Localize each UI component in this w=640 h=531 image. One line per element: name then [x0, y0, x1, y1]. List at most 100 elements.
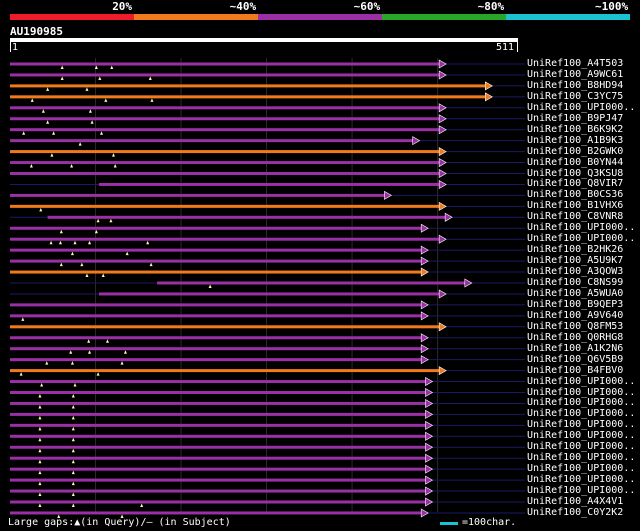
query-gap-marker [78, 142, 82, 146]
query-gap-marker [94, 65, 98, 69]
hit-name-link[interactable]: UniRef100_B8HD94 [527, 79, 624, 91]
hit-bar[interactable] [47, 215, 447, 219]
hit-bar[interactable] [10, 95, 487, 99]
hit-name-link[interactable]: UniRef100_A5U9K7 [527, 255, 624, 267]
hit-bar[interactable] [10, 489, 427, 493]
hit-bar[interactable] [10, 226, 423, 230]
query-gap-marker [71, 492, 75, 497]
hit-name-link[interactable]: UniRef100_UPI000.. [527, 452, 636, 464]
hit-bar[interactable] [10, 500, 427, 504]
hit-name-link[interactable]: UniRef100_B4FBV0 [527, 364, 624, 376]
hit-name-link[interactable]: UniRef100_UPI000.. [527, 101, 636, 113]
hit-name-link[interactable]: UniRef100_UPI000.. [527, 408, 636, 420]
hit-name-link[interactable]: UniRef100_UPI000.. [527, 419, 636, 431]
hit-name-link[interactable]: UniRef100_Q6V5B9 [527, 353, 624, 365]
legend-label-4: ~100% [595, 0, 629, 13]
hit-bar[interactable] [10, 511, 423, 515]
hit-name-link[interactable]: UniRef100_A9V640 [527, 309, 624, 321]
hit-end-arrow [420, 355, 429, 365]
hit-name-link[interactable]: UniRef100_C8VNR8 [527, 211, 624, 223]
hit-name-link[interactable]: UniRef100_A4X4V1 [527, 496, 624, 507]
hit-name-link[interactable]: UniRef100_C0Y2K2 [527, 506, 624, 518]
hit-name-link[interactable]: UniRef100_A1K2N6 [527, 342, 624, 354]
hit-name-link[interactable]: UniRef100_Q3KSU8 [527, 167, 624, 179]
hit-name-link[interactable]: UniRef100_A3QOW3 [527, 266, 624, 278]
hit-bar[interactable] [10, 237, 441, 241]
query-gap-marker [19, 372, 23, 376]
hit-bar[interactable] [10, 391, 427, 394]
hit-name-link[interactable]: UniRef100_UPI000.. [527, 233, 636, 245]
hit-name-link[interactable]: UniRef100_UPI000.. [527, 386, 636, 398]
hit-name-link[interactable]: UniRef100_UPI000.. [527, 375, 636, 387]
hit-name-link[interactable]: UniRef100_B9QEP3 [527, 298, 624, 310]
hit-end-arrow [438, 103, 447, 113]
query-gap-marker [69, 350, 73, 354]
hit-bar[interactable] [10, 434, 427, 438]
hit-bar[interactable] [10, 303, 423, 307]
hit-bar[interactable] [10, 204, 441, 208]
hit-bar[interactable] [10, 314, 423, 318]
hit-bar[interactable] [10, 270, 423, 274]
hit-bar[interactable] [10, 445, 427, 449]
hit-name-link[interactable]: UniRef100_UPI000.. [527, 397, 636, 409]
hit-bar[interactable] [10, 380, 427, 384]
hit-bar[interactable] [10, 456, 427, 460]
hit-name-link[interactable]: UniRef100_A1B9K3 [527, 134, 624, 146]
hit-bar[interactable] [10, 117, 441, 121]
hit-name-link[interactable]: UniRef100_B6K9K2 [527, 123, 624, 135]
query-gap-marker [148, 76, 152, 80]
hit-bar[interactable] [10, 139, 414, 143]
hit-bar[interactable] [10, 401, 427, 405]
hit-bar[interactable] [98, 182, 441, 186]
hit-name-link[interactable]: UniRef100_C3YC75 [527, 90, 624, 102]
hit-end-arrow [438, 201, 447, 211]
hit-bar[interactable] [10, 161, 441, 165]
hit-bar[interactable] [10, 128, 441, 132]
hit-bar[interactable] [10, 467, 427, 471]
hit-bar[interactable] [10, 172, 441, 175]
hit-bar[interactable] [10, 248, 423, 252]
hit-bar[interactable] [10, 325, 441, 329]
hit-name-link[interactable]: UniRef100_UPI000.. [527, 463, 636, 475]
hit-name-link[interactable]: UniRef100_A9WC61 [527, 68, 624, 80]
hit-name-link[interactable]: UniRef100_UPI000.. [527, 474, 636, 486]
hit-bar[interactable] [10, 358, 423, 362]
hit-bar[interactable] [10, 412, 427, 416]
hit-bar[interactable] [10, 193, 386, 197]
hit-bar[interactable] [10, 106, 441, 110]
hit-end-arrow [425, 409, 434, 419]
hit-bar[interactable] [10, 73, 441, 77]
hit-bar[interactable] [10, 423, 427, 427]
hit-name-link[interactable]: UniRef100_C8NS99 [527, 277, 624, 288]
hit-name-link[interactable]: UniRef100_B2HK26 [527, 244, 624, 256]
hit-bar[interactable] [10, 369, 441, 373]
hit-end-arrow [444, 212, 453, 222]
hit-name-link[interactable]: UniRef100_B9PJ47 [527, 112, 624, 124]
hit-bar[interactable] [10, 62, 441, 66]
hit-name-link[interactable]: UniRef100_UPI000.. [527, 222, 636, 234]
hit-name-link[interactable]: UniRef100_B1VHX6 [527, 200, 624, 212]
hit-name-link[interactable]: UniRef100_Q8FM53 [527, 320, 624, 332]
hit-name-link[interactable]: UniRef100_UPI000.. [527, 485, 636, 497]
hit-bar[interactable] [10, 84, 487, 88]
hit-bar[interactable] [10, 150, 441, 154]
hit-end-arrow [438, 59, 447, 69]
hit-name-link[interactable]: UniRef100_A5WUA0 [527, 287, 624, 299]
hit-name-link[interactable]: UniRef100_B0YN44 [527, 156, 624, 168]
hit-bar[interactable] [10, 336, 423, 340]
hit-bar[interactable] [157, 281, 466, 285]
query-gap-marker [38, 470, 42, 475]
hit-bar[interactable] [10, 259, 423, 263]
hit-name-link[interactable]: UniRef100_B0CS36 [527, 189, 624, 201]
query-gap-marker [88, 240, 92, 245]
hit-name-link[interactable]: UniRef100_Q8VIR7 [527, 178, 624, 190]
hit-name-link[interactable]: UniRef100_UPI000.. [527, 441, 636, 453]
hit-name-link[interactable]: UniRef100_B2GWK0 [527, 145, 624, 157]
hit-name-link[interactable]: UniRef100_Q0RHG8 [527, 331, 624, 343]
hit-name-link[interactable]: UniRef100_A4T503 [527, 58, 624, 69]
hit-bar[interactable] [98, 292, 441, 296]
hit-bar[interactable] [10, 347, 423, 351]
hit-bar[interactable] [10, 478, 427, 482]
hit-name-link[interactable]: UniRef100_UPI000.. [527, 430, 636, 442]
gap-legend: Large gaps:▲(in Query)/– (in Subject) [8, 517, 231, 528]
